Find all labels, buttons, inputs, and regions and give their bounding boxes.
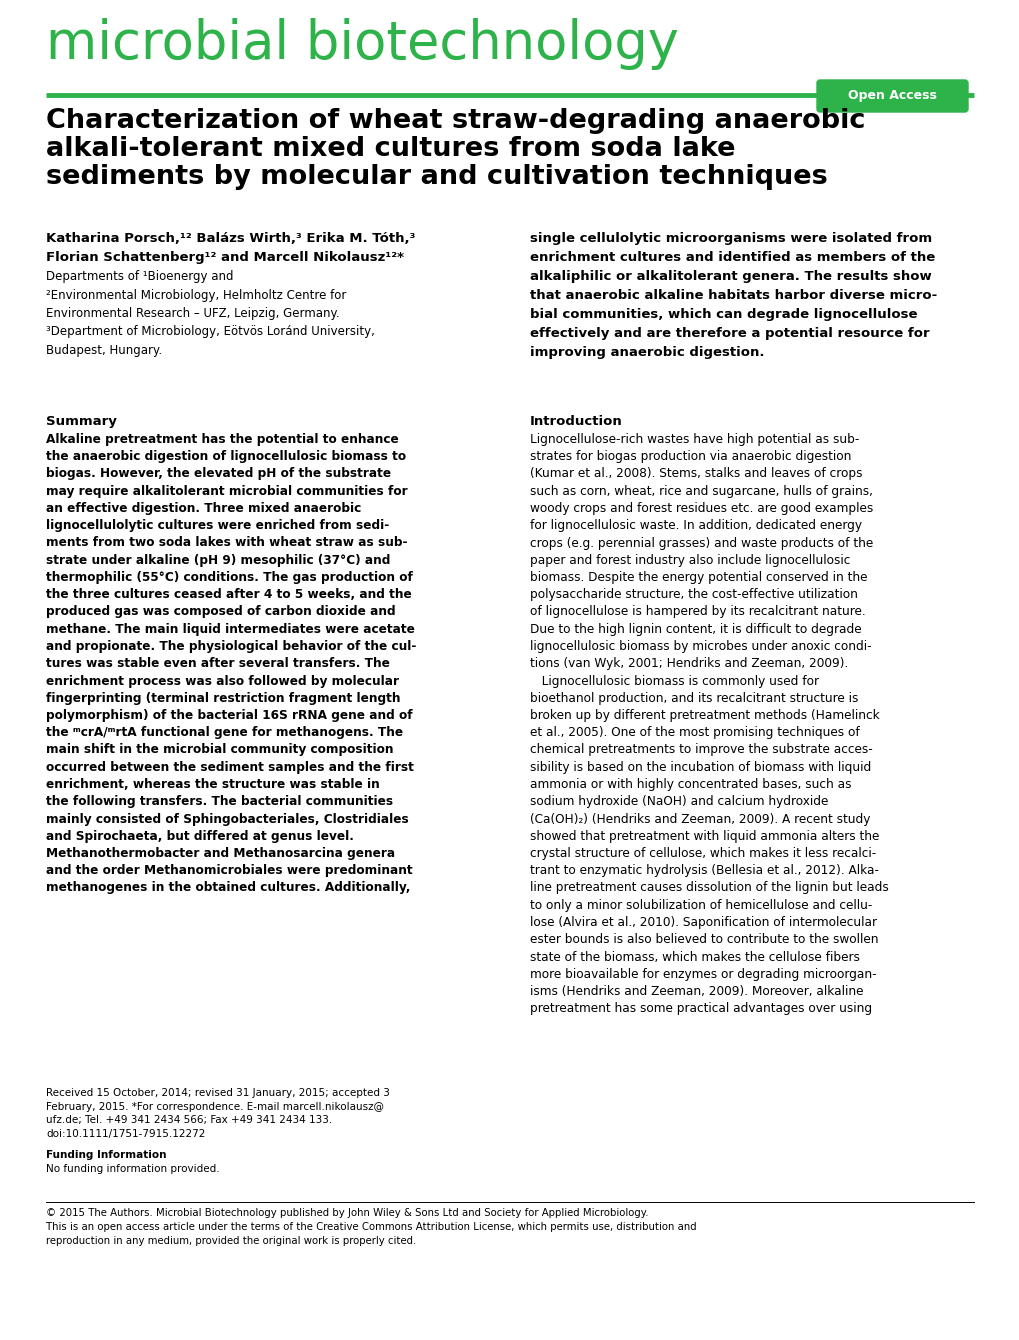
Text: Received 15 October, 2014; revised 31 January, 2015; accepted 3
February, 2015. : Received 15 October, 2014; revised 31 Ja… xyxy=(46,1088,389,1139)
Text: single cellulolytic microorganisms were isolated from
enrichment cultures and id: single cellulolytic microorganisms were … xyxy=(530,232,936,359)
Text: Alkaline pretreatment has the potential to enhance
the anaerobic digestion of li: Alkaline pretreatment has the potential … xyxy=(46,433,416,895)
Text: Katharina Porsch,¹² Balázs Wirth,³ Erika M. Tóth,³
Florian Schattenberg¹² and Ma: Katharina Porsch,¹² Balázs Wirth,³ Erika… xyxy=(46,232,415,264)
Text: No funding information provided.: No funding information provided. xyxy=(46,1164,219,1174)
FancyBboxPatch shape xyxy=(816,80,967,113)
Text: Characterization of wheat straw-degrading anaerobic: Characterization of wheat straw-degradin… xyxy=(46,109,865,134)
Text: alkali-tolerant mixed cultures from soda lake: alkali-tolerant mixed cultures from soda… xyxy=(46,135,735,162)
Text: © 2015 The Authors. Microbial Biotechnology published by John Wiley & Sons Ltd a: © 2015 The Authors. Microbial Biotechnol… xyxy=(46,1207,696,1246)
Text: Open Access: Open Access xyxy=(847,90,936,102)
Text: Summary: Summary xyxy=(46,415,117,427)
Text: Departments of ¹Bioenergy and
²Environmental Microbiology, Helmholtz Centre for
: Departments of ¹Bioenergy and ²Environme… xyxy=(46,269,375,356)
Text: Funding Information: Funding Information xyxy=(46,1150,166,1160)
Text: Introduction: Introduction xyxy=(530,415,623,427)
Text: microbial biotechnology: microbial biotechnology xyxy=(46,17,679,70)
Text: Lignocellulose-rich wastes have high potential as sub-
strates for biogas produc: Lignocellulose-rich wastes have high pot… xyxy=(530,433,888,1016)
Text: sediments by molecular and cultivation techniques: sediments by molecular and cultivation t… xyxy=(46,163,827,190)
